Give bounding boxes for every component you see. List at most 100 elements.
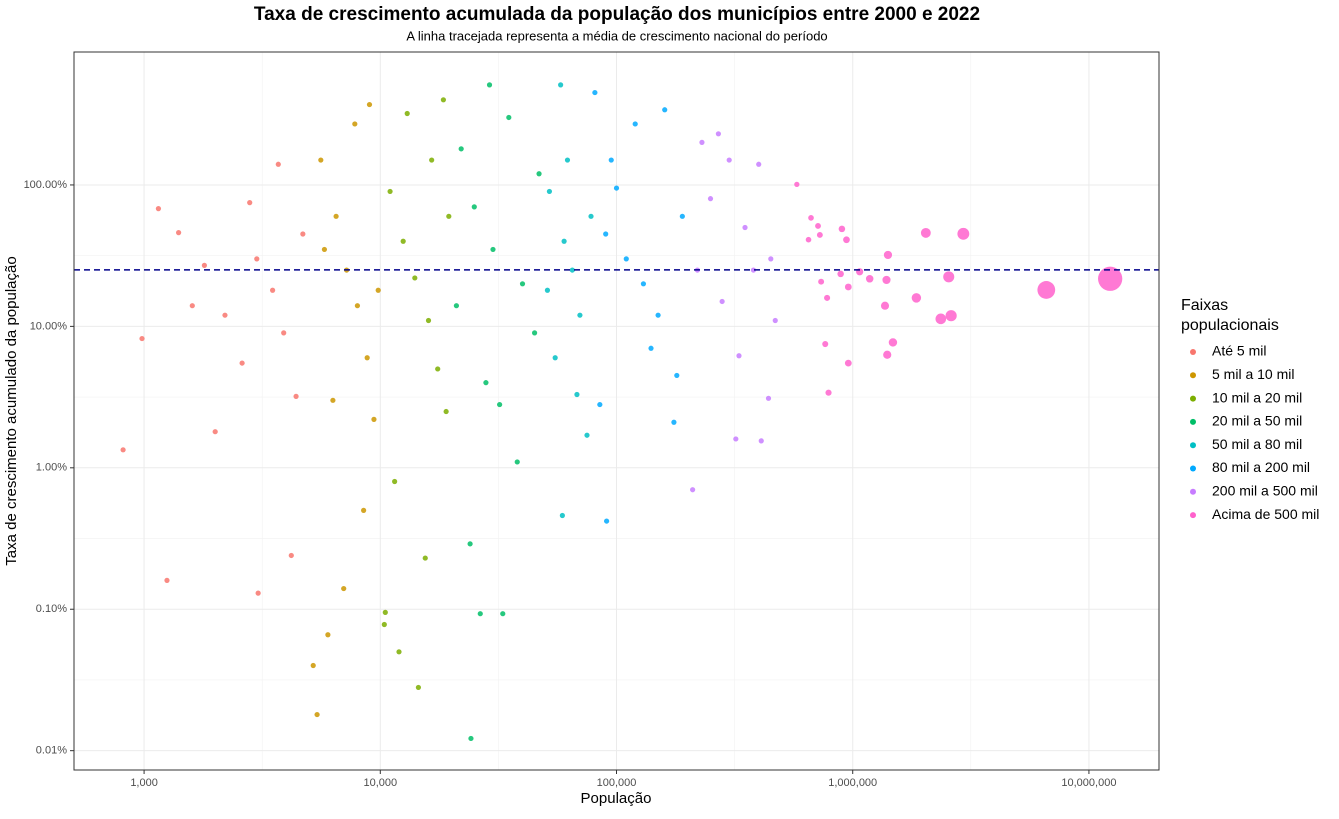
data-point (422, 555, 428, 561)
data-point (699, 139, 705, 145)
data-point (805, 236, 812, 243)
data-point (597, 401, 603, 408)
data-point (467, 541, 473, 547)
y-axis-title: Taxa de crescimento acumulado da populaç… (3, 256, 20, 565)
data-point (559, 512, 565, 519)
data-point (824, 294, 831, 301)
data-point (514, 459, 520, 465)
data-point (592, 89, 598, 96)
panel-border (73, 51, 1160, 771)
data-point (443, 408, 449, 415)
data-point (552, 355, 558, 361)
data-point (608, 157, 614, 163)
data-point (1037, 281, 1056, 299)
legend-swatch (1190, 442, 1196, 449)
legend-swatch (1190, 418, 1196, 425)
x-axis-title: População (581, 790, 652, 807)
data-point (726, 157, 732, 163)
data-point (943, 271, 955, 283)
data-point (139, 335, 145, 342)
data-point (945, 310, 957, 322)
data-point (446, 213, 452, 219)
data-point (935, 313, 947, 325)
data-point (471, 204, 477, 210)
data-point (825, 389, 832, 396)
legend-swatch (1190, 488, 1196, 495)
data-point (544, 287, 551, 293)
data-point (1098, 266, 1123, 291)
data-point (281, 330, 287, 336)
data-point (715, 131, 721, 137)
data-point (577, 312, 583, 318)
data-point (425, 317, 432, 324)
data-point (603, 231, 609, 237)
data-point (843, 236, 850, 244)
data-point (310, 662, 316, 669)
data-point (844, 283, 852, 291)
x-tick-label: 10,000,000 (1061, 777, 1116, 789)
data-point (742, 224, 748, 231)
data-point (883, 250, 893, 260)
legend-label: 10 mil a 20 mil (1212, 389, 1302, 405)
data-point (865, 275, 874, 283)
data-point (387, 188, 393, 195)
data-point (837, 270, 844, 278)
data-point (733, 436, 739, 442)
data-point (674, 372, 680, 379)
x-tick-label: 100,000 (597, 777, 637, 789)
legend-swatch (1190, 372, 1196, 379)
x-tick-label: 1,000,000 (828, 777, 877, 789)
data-point (255, 590, 261, 596)
data-point (293, 393, 299, 399)
data-point (546, 188, 553, 195)
data-point (604, 518, 610, 524)
data-point (490, 246, 496, 253)
data-point (440, 97, 447, 103)
data-point (254, 256, 260, 262)
data-point (330, 397, 336, 403)
data-point (957, 227, 970, 240)
data-point (844, 359, 852, 367)
legend-swatch (1190, 349, 1196, 355)
data-point (352, 121, 358, 127)
data-point (201, 262, 207, 268)
data-point (880, 301, 890, 310)
data-point (707, 196, 714, 202)
data-point (758, 438, 764, 444)
data-point (655, 312, 661, 318)
chart-title: Taxa de crescimento acumulada da populaç… (254, 4, 980, 25)
legend-label: 200 mil a 500 mil (1212, 483, 1318, 499)
data-point (321, 246, 328, 253)
data-point (531, 330, 538, 336)
data-point (429, 157, 435, 163)
data-point (341, 585, 347, 592)
data-point (222, 312, 228, 318)
data-point (558, 82, 564, 88)
y-tick-label: 1.00% (36, 462, 67, 474)
data-point (736, 353, 742, 359)
data-point (671, 419, 677, 425)
data-point (623, 256, 629, 262)
data-point (477, 611, 483, 617)
data-point (468, 735, 474, 742)
data-point (574, 391, 580, 398)
data-point (808, 215, 814, 221)
data-point (768, 256, 774, 262)
data-point (486, 82, 493, 88)
data-point (371, 416, 377, 422)
data-point (584, 432, 590, 438)
legend-swatch (1190, 465, 1196, 472)
data-point (415, 684, 422, 691)
data-point (288, 552, 294, 559)
y-tick-label: 10.00% (30, 320, 68, 332)
data-point (239, 360, 245, 366)
data-point (818, 278, 825, 285)
data-point (613, 185, 620, 191)
data-point (536, 171, 542, 177)
legend-label: Até 5 mil (1212, 343, 1266, 359)
data-point (815, 223, 821, 229)
data-point (333, 213, 339, 219)
data-point (120, 447, 126, 453)
legend-swatch (1190, 512, 1196, 519)
